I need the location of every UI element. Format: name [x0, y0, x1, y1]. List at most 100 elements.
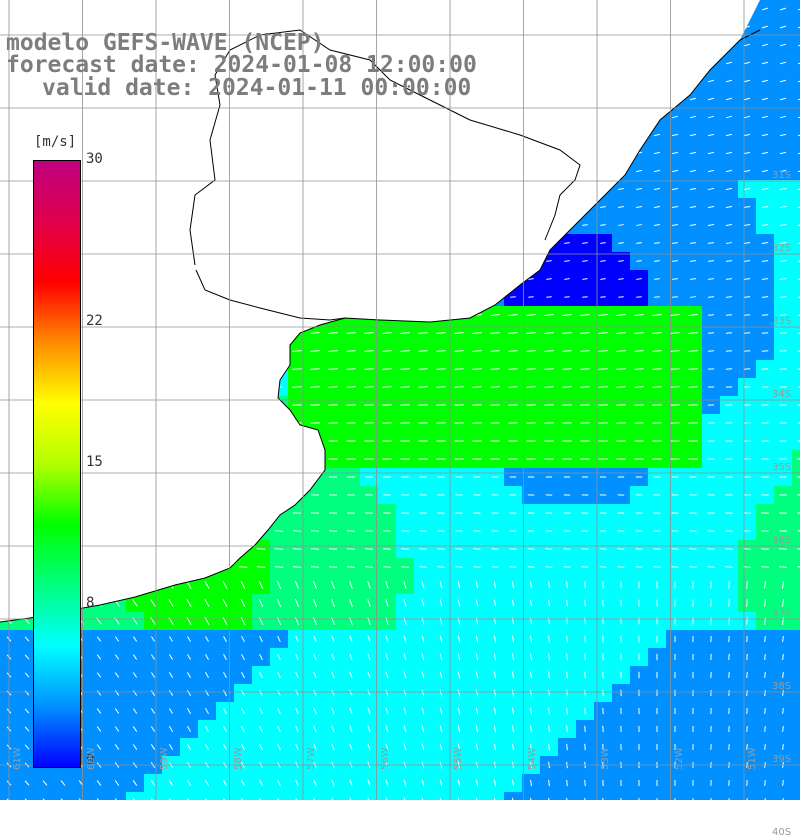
latitude-label: 38S [772, 681, 791, 692]
wind-arrow [585, 654, 586, 661]
wind-arrow [564, 279, 569, 280]
wind-arrow [729, 581, 730, 588]
wind-arrow [762, 333, 768, 334]
wind-speed-cell [306, 792, 324, 800]
wind-speed-cell [180, 792, 198, 800]
longitude-label: 58W [233, 747, 244, 770]
wind-arrow [779, 567, 787, 568]
wind-arrow [636, 297, 641, 298]
wind-arrow [726, 297, 732, 298]
wind-speed-cell [792, 720, 800, 738]
wind-arrow [747, 617, 748, 624]
latitude-label: 36S [772, 535, 791, 546]
wind-arrow [454, 351, 463, 352]
wind-arrow [329, 567, 337, 568]
wind-speed-cell [792, 36, 800, 54]
wind-arrow [582, 261, 587, 262]
wind-arrow [652, 369, 661, 370]
wind-arrow [419, 567, 426, 568]
wind-speed-cell [198, 792, 216, 800]
wind-speed-cell [792, 738, 800, 756]
wind-arrow [257, 567, 266, 568]
wind-speed-cell [18, 792, 36, 800]
wind-speed-cell [432, 792, 450, 800]
wind-arrow [546, 297, 551, 298]
wind-arrow [455, 567, 462, 568]
longitude-label: 56W [380, 747, 391, 770]
wind-speed-cell [54, 792, 72, 800]
wind-arrow [382, 351, 391, 352]
wind-arrow [474, 567, 481, 568]
wind-speed-cell [162, 792, 180, 800]
wind-arrow [672, 567, 679, 568]
wind-arrow [726, 315, 732, 316]
wind-arrow [585, 744, 586, 750]
wind-arrow [744, 297, 750, 298]
wind-arrow [708, 279, 714, 280]
longitude-label: 60W [86, 747, 97, 770]
wind-arrow [275, 567, 283, 568]
wind-speed-cell [252, 792, 270, 800]
wind-arrow [618, 279, 623, 280]
wind-arrow [585, 600, 586, 607]
colorbar-tick-label: 30 [86, 151, 103, 167]
wind-speed-cell [792, 594, 800, 612]
wind-speed-cell [792, 612, 800, 630]
wind-speed-cell [270, 792, 288, 800]
wind-arrow [654, 279, 660, 280]
wind-arrow [472, 351, 481, 352]
wind-arrow [508, 351, 517, 352]
wind-arrow [454, 369, 463, 370]
wind-arrow [654, 297, 660, 298]
latitude-label: 31S [772, 170, 791, 181]
wind-arrow [744, 333, 750, 334]
wind-arrow [618, 297, 623, 298]
wind-speed-cell [378, 792, 396, 800]
wind-arrow [585, 708, 586, 715]
latitude-label: 33S [772, 316, 791, 327]
longitude-label: 51W [747, 747, 758, 770]
wind-speed-cell [792, 18, 800, 36]
wind-arrow [765, 744, 766, 750]
wind-arrow [729, 617, 730, 624]
wind-arrow [634, 351, 643, 352]
wind-arrow [765, 780, 766, 786]
wind-arrow [585, 726, 586, 732]
wind-speed-cell [792, 72, 800, 90]
wind-speed-cell [396, 792, 414, 800]
wind-arrow [585, 690, 586, 697]
wind-arrow [636, 279, 641, 280]
wind-arrow [544, 351, 553, 352]
wind-arrow [564, 297, 569, 298]
wind-arrow [293, 567, 301, 568]
wind-arrow [765, 690, 766, 696]
wind-speed-cell [792, 0, 800, 18]
longitude-label: 53W [600, 747, 611, 770]
latitude-label: 35S [772, 462, 791, 473]
wind-arrow [618, 261, 623, 262]
wind-arrow [400, 369, 409, 370]
wind-arrow [585, 672, 586, 679]
wind-arrow [346, 369, 355, 370]
wind-arrow [562, 351, 571, 352]
wind-speed-cell [108, 792, 126, 800]
wind-speed-cell [72, 792, 90, 800]
wind-arrow [780, 333, 787, 334]
wind-arrow [688, 351, 697, 352]
wind-arrow [688, 369, 697, 370]
wind-arrow [652, 351, 661, 352]
wind-arrow [747, 581, 748, 588]
wind-arrow [707, 567, 714, 568]
wind-arrow [311, 567, 319, 568]
latitude-label: 32S [772, 243, 791, 254]
wind-arrow [490, 369, 499, 370]
wind-arrow [585, 780, 586, 786]
colorbar-tick-label: 8 [86, 595, 94, 611]
wind-arrow [598, 369, 607, 370]
latitude-label: 40S [772, 827, 791, 838]
wind-arrow [292, 351, 301, 352]
longitude-label: 61W [12, 747, 23, 770]
wind-arrow [239, 567, 248, 568]
map-canvas [0, 0, 800, 800]
wind-arrow [616, 369, 625, 370]
